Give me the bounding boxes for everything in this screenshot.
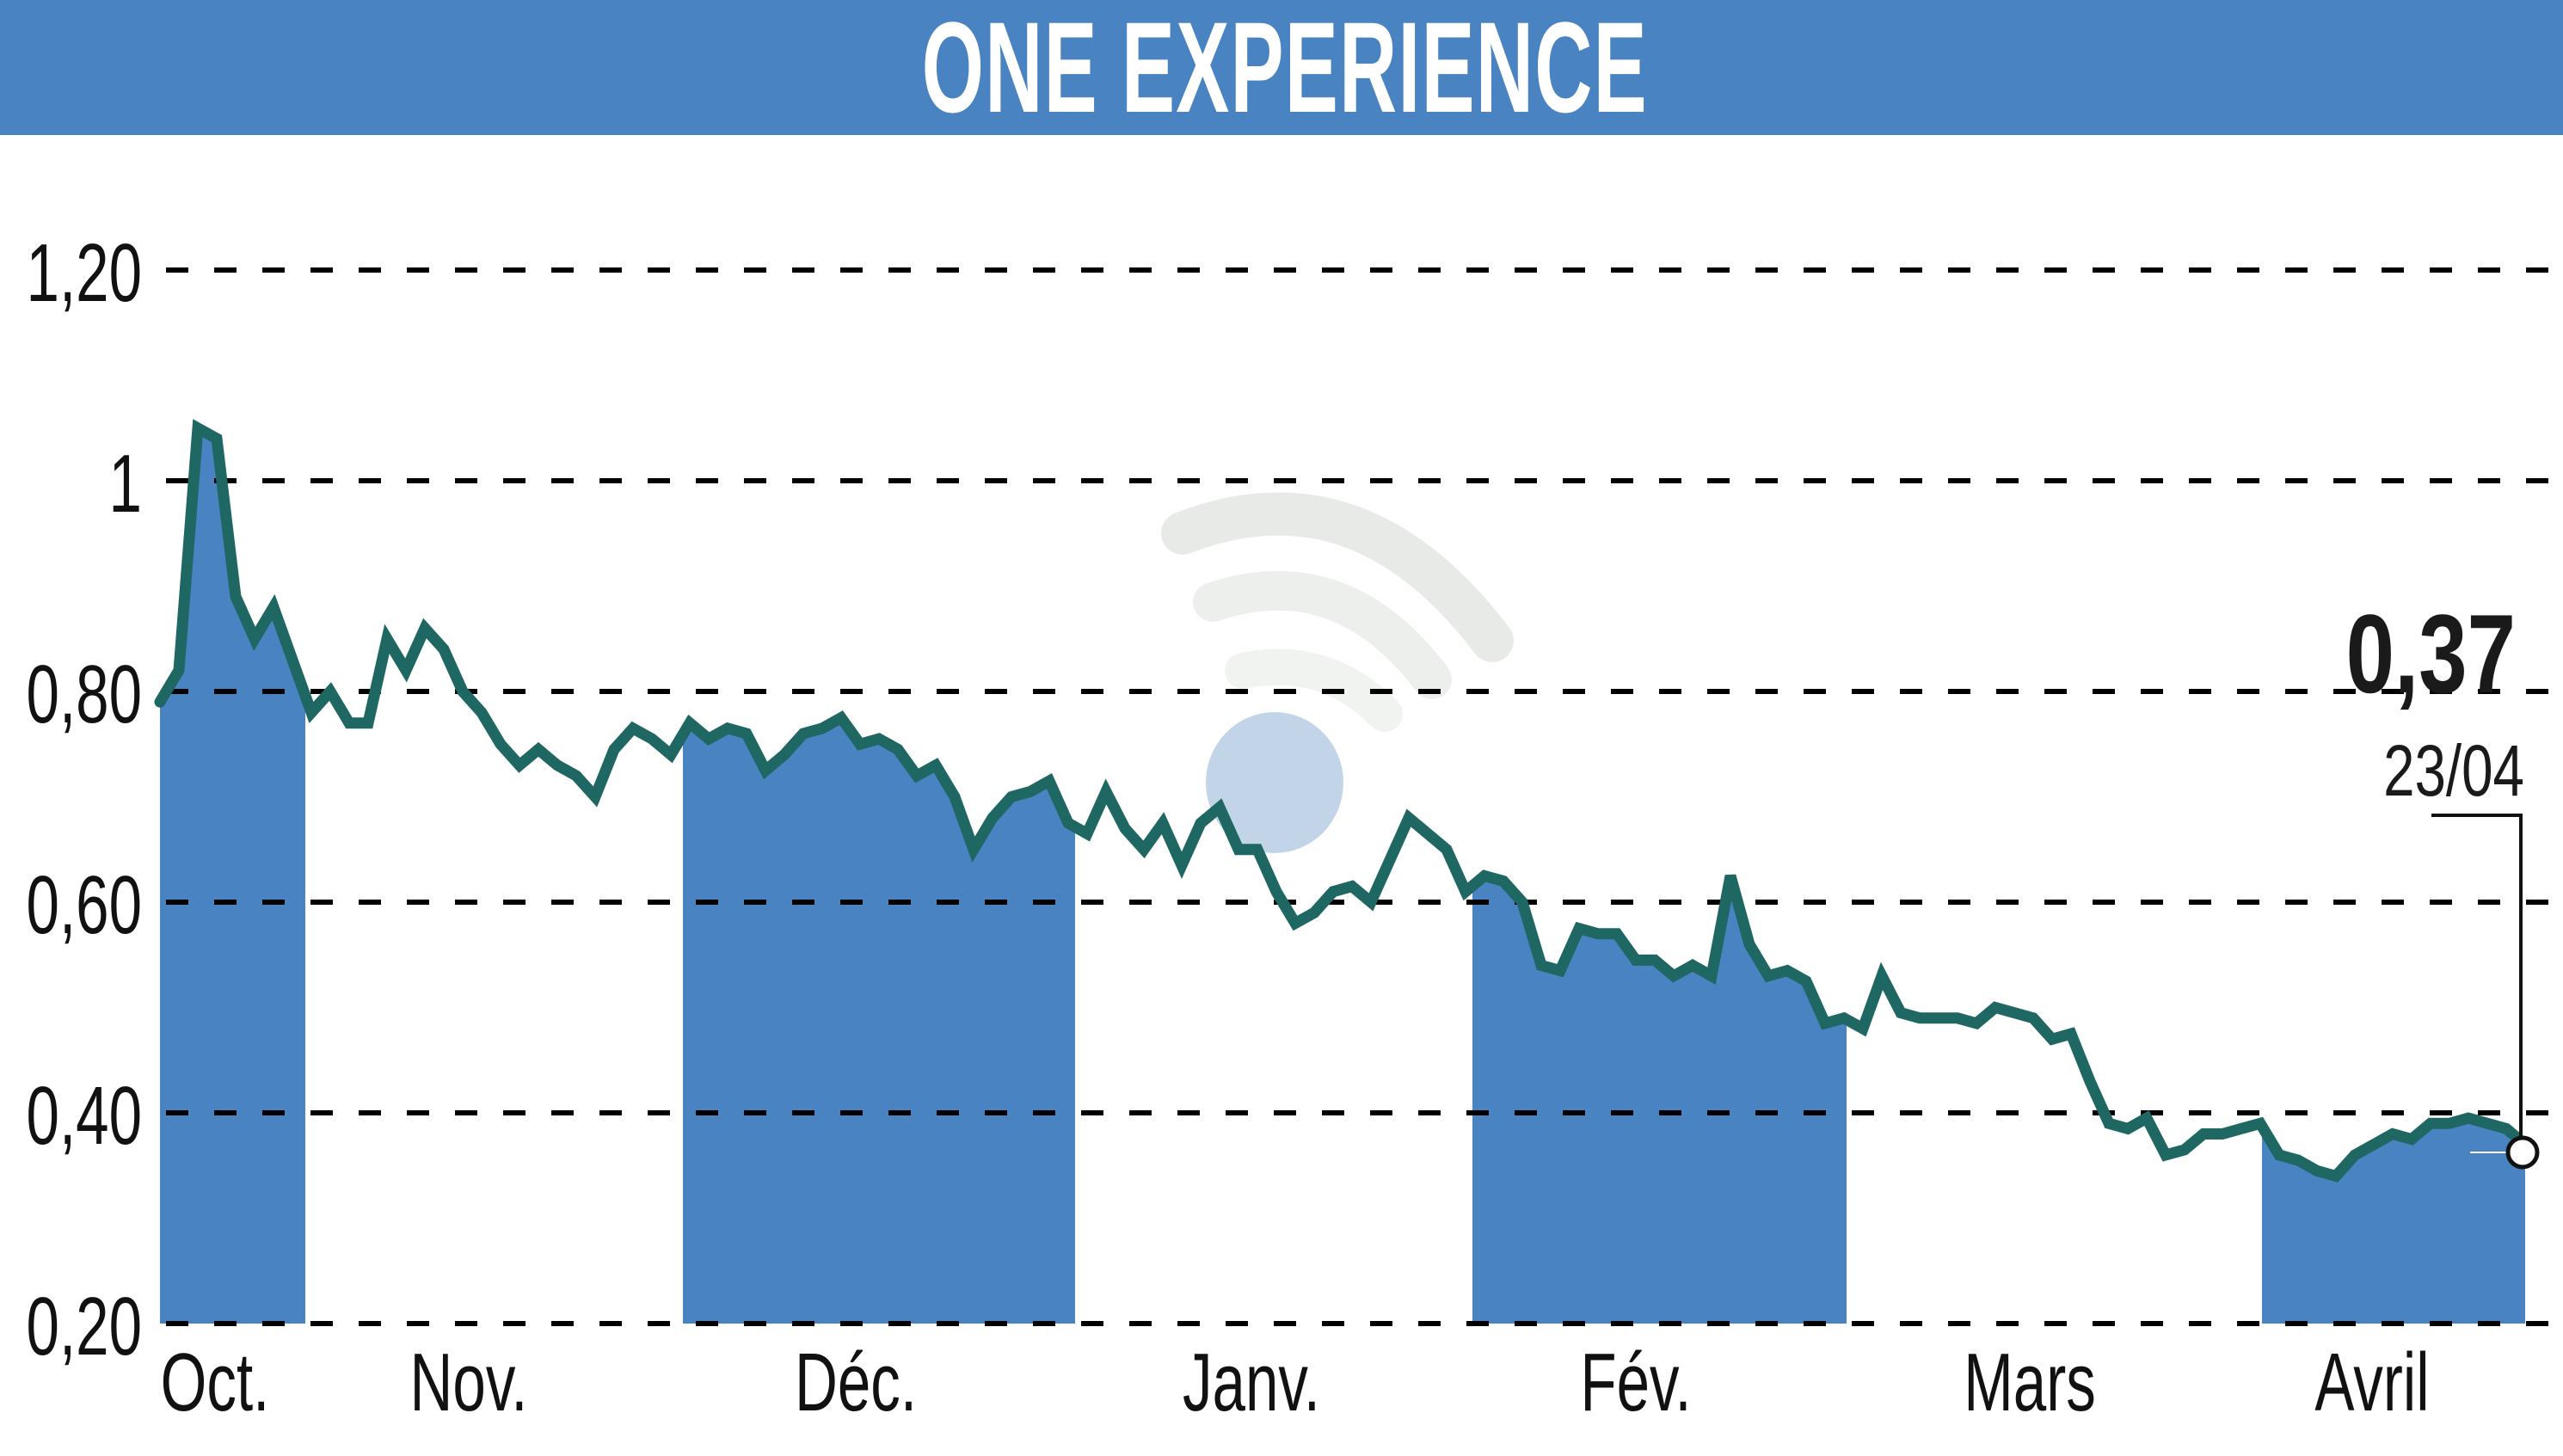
month-band-Avril: [2262, 1118, 2525, 1324]
last-date: 23/04: [2383, 730, 2524, 811]
x-axis-labels: Oct. Nov. Déc. Janv. Fév. Mars Avril: [161, 1336, 2430, 1428]
x-month-label: Déc.: [795, 1336, 917, 1428]
gridlines: [166, 267, 2563, 1326]
y-axis-labels: 1,20 1 0,80 0,60 0,40 0,20: [27, 226, 142, 1373]
y-tick-label: 0,20: [27, 1280, 142, 1373]
x-month-label: Nov.: [410, 1336, 528, 1428]
wifi-signal-watermark-icon: [1161, 492, 1514, 853]
x-month-label: Fév.: [1580, 1336, 1691, 1428]
y-tick-label: 1,20: [27, 226, 142, 319]
month-band-Oct.: [160, 427, 305, 1324]
x-month-label: Avril: [2314, 1336, 2429, 1428]
title-banner: ONE EXPERIENCE: [0, 0, 2563, 135]
price-line: [154, 419, 2531, 1183]
last-value-annotation: 0,37 23/04: [2346, 591, 2540, 1170]
month-band-Déc.: [683, 717, 1075, 1324]
last-value: 0,37: [2346, 591, 2516, 716]
chart-title: ONE EXPERIENCE: [921, 0, 1648, 139]
y-tick-label: 1: [109, 437, 142, 530]
y-tick-label: 0,80: [27, 648, 142, 740]
last-point-marker: [2505, 1135, 2540, 1170]
x-month-label: Janv.: [1183, 1336, 1320, 1428]
x-month-label: Mars: [1964, 1336, 2096, 1428]
x-month-label: Oct.: [161, 1336, 270, 1428]
y-tick-label: 0,60: [27, 858, 142, 951]
month-band-Fév.: [1472, 875, 1847, 1324]
y-tick-label: 0,40: [27, 1069, 142, 1162]
month-bands: [160, 427, 2525, 1324]
